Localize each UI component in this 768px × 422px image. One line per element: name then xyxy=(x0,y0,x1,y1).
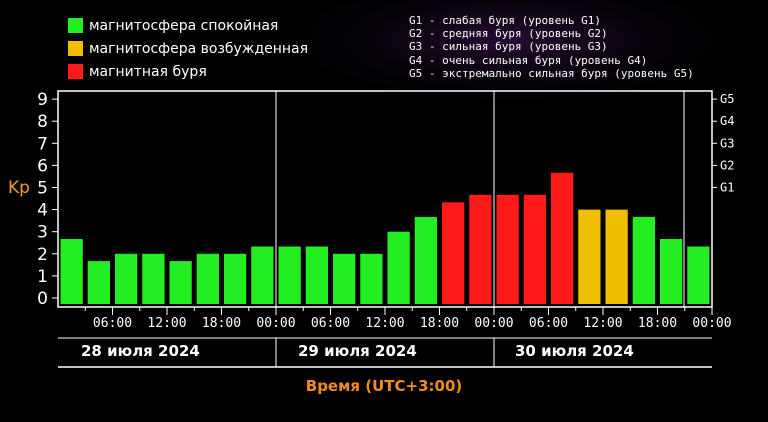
y-tick-label-9: 9 xyxy=(37,90,48,110)
bar-6 xyxy=(224,253,247,304)
bar-23 xyxy=(687,246,710,304)
y-tick-label-0: 0 xyxy=(37,289,48,309)
y-tick-label-1: 1 xyxy=(37,267,48,287)
bar-19 xyxy=(578,209,601,304)
legend-item-storm: магнитная буря xyxy=(68,60,308,83)
x-tick-label-8: 06:00 xyxy=(529,316,568,331)
y-tick-label-6: 6 xyxy=(37,156,48,176)
g-tick-label-2: G3 xyxy=(720,136,734,150)
g-level-g1: G1 - слабая буря (уровень G1) xyxy=(409,14,602,27)
y-tick-label-5: 5 xyxy=(37,179,48,199)
y-tick-label-3: 3 xyxy=(37,223,48,243)
y-tick-label-8: 8 xyxy=(37,112,48,132)
bar-20 xyxy=(605,209,628,304)
legend-swatch-calm xyxy=(68,18,83,33)
x-tick-label-4: 06:00 xyxy=(311,316,350,331)
x-tick-label-5: 12:00 xyxy=(365,316,404,331)
y-tick-label-2: 2 xyxy=(37,245,48,265)
bar-4 xyxy=(169,261,192,304)
legend-label-excited: магнитосфера возбужденная xyxy=(89,40,309,57)
x-tick-label-2: 18:00 xyxy=(202,316,241,331)
date-label-2: 30 июля 2024 xyxy=(515,342,634,360)
x-tick-label-0: 06:00 xyxy=(93,316,132,331)
x-tick-label-11: 00:00 xyxy=(692,316,731,331)
g-tick-label-4: G5 xyxy=(720,92,734,106)
bar-13 xyxy=(414,216,437,304)
y-tick-label-4: 4 xyxy=(37,201,48,221)
bar-15 xyxy=(469,194,492,304)
g-level-legend: G1 - слабая буря (уровень G1) G2 - средн… xyxy=(409,14,694,80)
legend-item-excited: магнитосфера возбужденная xyxy=(68,37,308,60)
bar-12 xyxy=(387,231,410,304)
bar-5 xyxy=(196,253,219,304)
bar-18 xyxy=(551,172,574,304)
bar-3 xyxy=(142,253,165,304)
legend-label-calm: магнитосфера спокойная xyxy=(89,17,279,34)
x-tick-label-1: 12:00 xyxy=(147,316,186,331)
x-tick-label-10: 18:00 xyxy=(638,316,677,331)
legend-item-calm: магнитосфера спокойная xyxy=(68,14,308,37)
x-tick-label-3: 00:00 xyxy=(256,316,295,331)
y-axis-label: Kp xyxy=(8,178,30,198)
bar-10 xyxy=(333,253,356,304)
x-tick-label-9: 12:00 xyxy=(583,316,622,331)
bar-9 xyxy=(305,246,328,304)
bar-22 xyxy=(660,238,683,304)
g-tick-label-1: G2 xyxy=(720,158,734,172)
g-level-g3: G3 - сильная буря (уровень G3) xyxy=(409,40,608,54)
legend-label-storm: магнитная буря xyxy=(89,63,207,80)
bar-0 xyxy=(60,238,83,304)
bar-16 xyxy=(496,194,519,304)
x-tick-label-6: 18:00 xyxy=(420,316,459,331)
x-tick-label-7: 00:00 xyxy=(474,316,513,331)
bar-14 xyxy=(442,202,465,304)
g-tick-label-0: G1 xyxy=(720,181,734,195)
legend-swatch-storm xyxy=(68,64,83,79)
g-level-g4: G4 - очень сильная буря (уровень G4) xyxy=(409,53,648,67)
color-legend: магнитосфера спокойная магнитосфера возб… xyxy=(68,14,308,83)
x-axis-label: Время (UTC+3:00) xyxy=(305,377,463,395)
bar-2 xyxy=(115,253,138,304)
y-tick-label-7: 7 xyxy=(37,134,48,154)
g-level-g5: G5 - экстремально сильная буря (уровень … xyxy=(409,66,694,80)
legend-swatch-excited xyxy=(68,41,83,56)
bar-7 xyxy=(251,246,274,304)
bar-11 xyxy=(360,253,383,304)
bar-1 xyxy=(87,261,110,304)
bar-8 xyxy=(278,246,301,304)
g-level-g2: G2 - средняя буря (уровень G2) xyxy=(409,27,608,41)
date-label-0: 28 июля 2024 xyxy=(81,342,200,360)
date-label-1: 29 июля 2024 xyxy=(298,342,417,360)
bar-17 xyxy=(523,194,546,304)
bar-21 xyxy=(632,216,655,304)
g-tick-label-3: G4 xyxy=(720,114,734,128)
